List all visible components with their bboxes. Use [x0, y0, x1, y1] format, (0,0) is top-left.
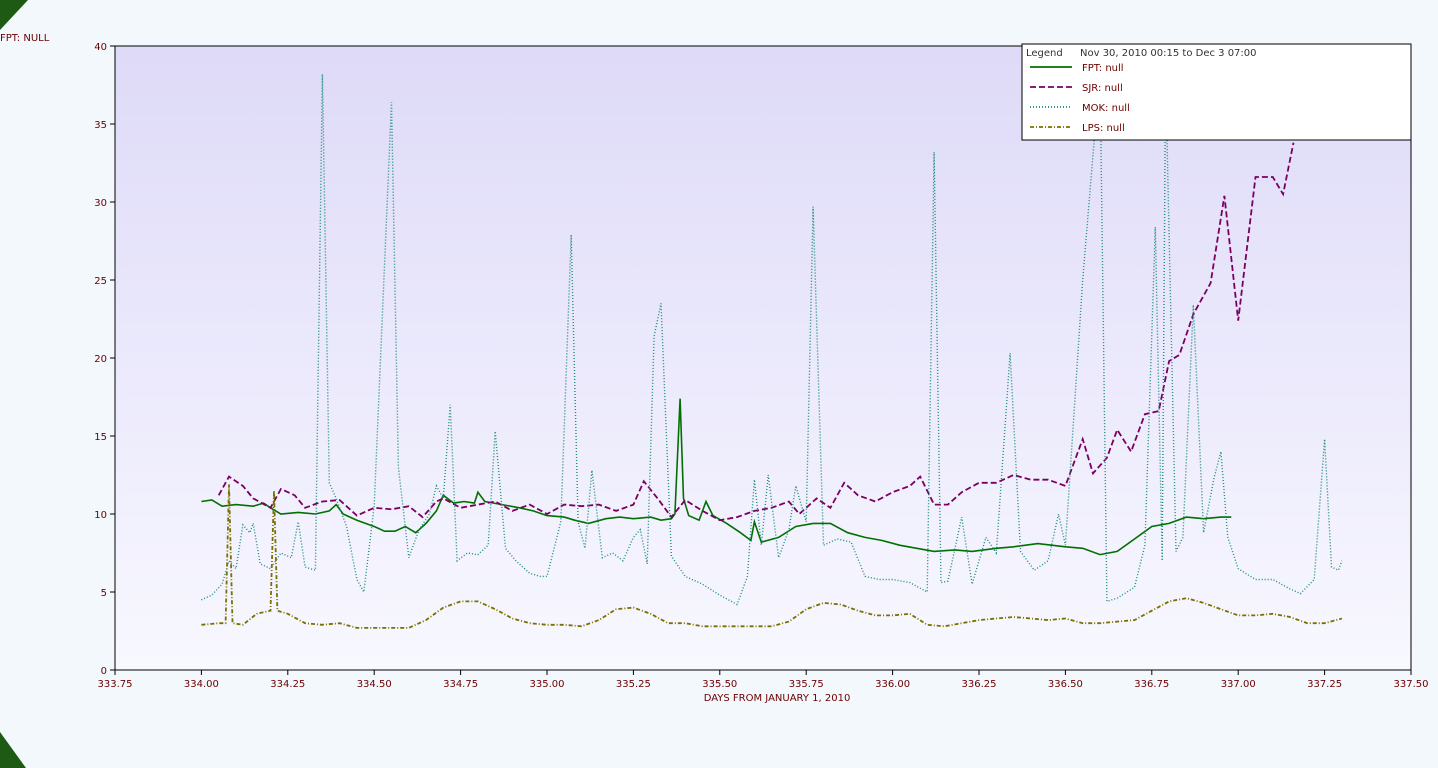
x-tick-label: 333.75 [98, 679, 133, 690]
x-tick-label: 335.25 [616, 679, 651, 690]
x-tick-label: 335.75 [789, 679, 824, 690]
x-axis: 333.75 334.00 334.25 334.50 334.75 335.00 335.… [98, 670, 1429, 690]
series-line-fpt [201, 398, 1232, 556]
legend-entry: MOK: null [1082, 103, 1130, 114]
x-tick-label: 337.00 [1221, 679, 1256, 690]
legend-entry: LPS: null [1082, 123, 1125, 134]
x-tick-label: 336.25 [962, 679, 997, 690]
y-tick-label: 40 [94, 42, 107, 53]
series-layer [201, 69, 1343, 629]
corner-label: FPT: NULL [0, 33, 50, 44]
legend-entry: FPT: null [1082, 63, 1124, 74]
y-tick-label: 0 [101, 666, 107, 677]
x-tick-label: 334.25 [270, 679, 305, 690]
x-tick-label: 334.75 [443, 679, 478, 690]
x-tick-label: 334.50 [357, 679, 392, 690]
x-tick-label: 334.00 [184, 679, 219, 690]
y-tick-label: 30 [94, 198, 107, 209]
x-tick-label: 335.50 [702, 679, 737, 690]
x-tick-label: 336.00 [875, 679, 910, 690]
y-tick-label: 10 [94, 510, 107, 521]
legend-date-range: Nov 30, 2010 00:15 to Dec 3 07:00 [1080, 48, 1257, 59]
x-tick-label: 335.00 [530, 679, 565, 690]
y-tick-label: 35 [94, 120, 107, 131]
x-tick-label: 336.75 [1134, 679, 1169, 690]
y-tick-label: 5 [101, 588, 107, 599]
x-tick-label: 337.25 [1307, 679, 1342, 690]
corner-decoration-bottom [0, 732, 26, 768]
legend-entry: SJR: null [1082, 83, 1123, 94]
y-axis: 0 5 10 15 20 25 30 35 40 [94, 42, 115, 677]
x-tick-label: 336.50 [1048, 679, 1083, 690]
legend-box [1021, 43, 1412, 141]
legend-header: Legend [1026, 48, 1063, 59]
plot-area [115, 46, 1411, 670]
y-tick-label: 15 [94, 432, 107, 443]
x-tick-label: 337.50 [1394, 679, 1429, 690]
y-tick-label: 25 [94, 276, 107, 287]
legend: Legend Nov 30, 2010 00:15 to Dec 3 07:00… [1021, 43, 1412, 141]
corner-decoration-top [0, 0, 28, 30]
y-tick-label: 20 [94, 354, 107, 365]
x-axis-title: DAYS FROM JANUARY 1, 2010 [704, 693, 851, 704]
series-line-sjr [217, 142, 1295, 522]
